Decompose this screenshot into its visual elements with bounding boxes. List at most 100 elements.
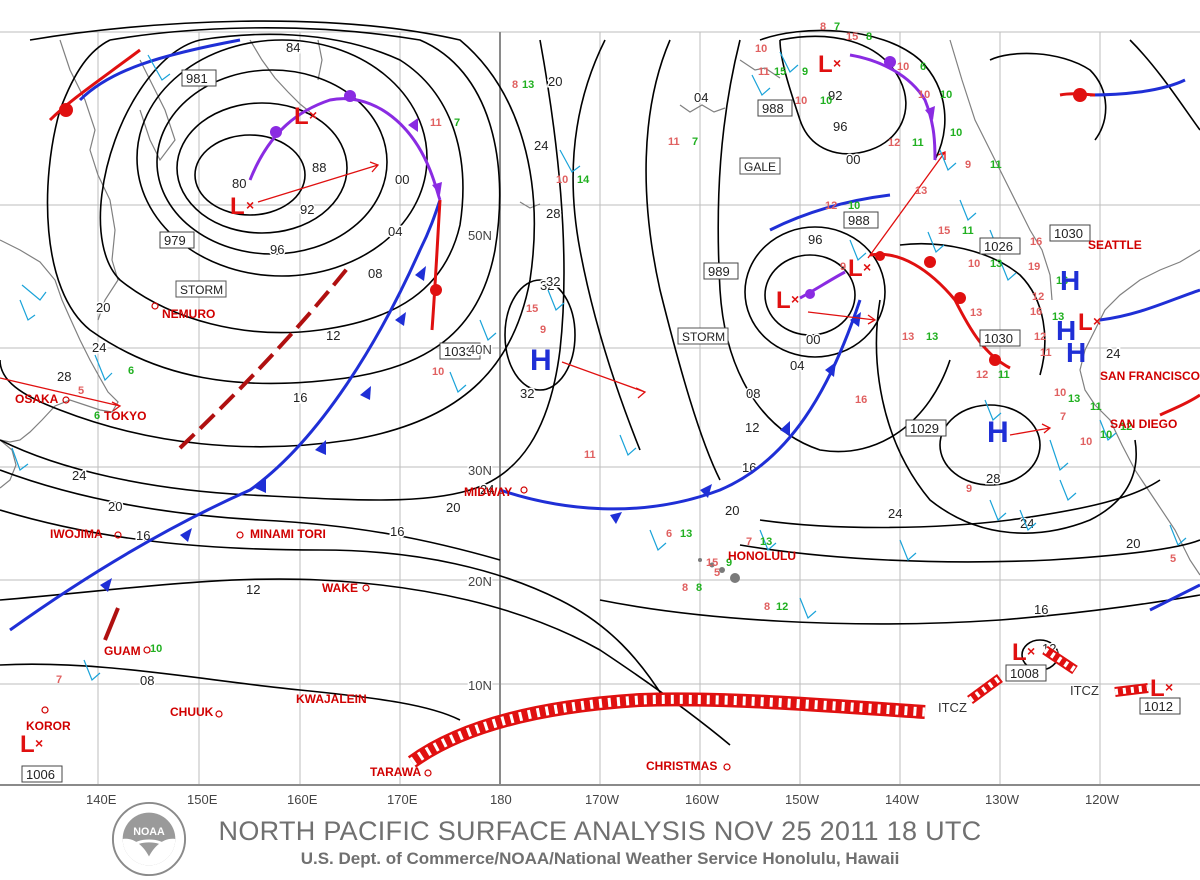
storm-motion-arrows bbox=[0, 151, 1052, 436]
isobar-label: 92 bbox=[828, 88, 842, 103]
svg-text:20N: 20N bbox=[468, 574, 492, 589]
station-markers bbox=[41, 302, 731, 777]
svg-text:7: 7 bbox=[746, 536, 752, 548]
svg-text:9: 9 bbox=[840, 261, 846, 273]
svg-text:L: L bbox=[1012, 639, 1027, 666]
station-san-diego: SAN DIEGO bbox=[1110, 417, 1177, 431]
chart-title: NORTH PACIFIC SURFACE ANALYSIS NOV 25 20… bbox=[218, 816, 982, 846]
svg-text:10: 10 bbox=[820, 95, 832, 107]
gale-warning: GALE bbox=[744, 160, 776, 174]
svg-text:1008: 1008 bbox=[1010, 666, 1039, 681]
svg-text:H: H bbox=[1066, 337, 1086, 368]
svg-text:10N: 10N bbox=[468, 678, 492, 693]
svg-text:13: 13 bbox=[915, 185, 927, 197]
station-seattle: SEATTLE bbox=[1088, 238, 1142, 252]
svg-text:5: 5 bbox=[1170, 553, 1176, 565]
svg-text:L: L bbox=[294, 103, 309, 130]
svg-text:6: 6 bbox=[128, 365, 134, 377]
svg-text:13: 13 bbox=[1068, 393, 1080, 405]
svg-text:16: 16 bbox=[1030, 236, 1042, 248]
isobar-label: 20 bbox=[725, 503, 739, 518]
svg-text:12: 12 bbox=[888, 137, 900, 149]
isobar-label: 08 bbox=[746, 386, 760, 401]
isobar-label: 24 bbox=[92, 340, 106, 355]
svg-text:13: 13 bbox=[760, 536, 772, 548]
cold-fronts bbox=[9, 38, 1200, 632]
svg-text:1033: 1033 bbox=[444, 344, 473, 359]
station-midway: MIDWAY bbox=[464, 485, 512, 499]
svg-text:H: H bbox=[1060, 265, 1080, 296]
svg-text:140W: 140W bbox=[885, 792, 920, 807]
isobar-label: 24 bbox=[480, 482, 494, 497]
svg-text:6: 6 bbox=[94, 410, 100, 422]
isobar-label: 96 bbox=[270, 242, 284, 257]
svg-text:11: 11 bbox=[912, 137, 924, 149]
pressure-centers: L × 979 L × 981 L × 988 L × 988 L × 989 bbox=[20, 51, 1181, 783]
svg-text:10: 10 bbox=[755, 43, 767, 55]
station-tokyo: TOKYO bbox=[104, 409, 146, 423]
trough-line bbox=[103, 607, 120, 641]
svg-text:13: 13 bbox=[680, 528, 692, 540]
svg-text:L: L bbox=[848, 255, 863, 282]
svg-text:160W: 160W bbox=[685, 792, 720, 807]
isobar-label: 04 bbox=[790, 358, 804, 373]
svg-text:16: 16 bbox=[855, 394, 867, 406]
svg-text:12: 12 bbox=[976, 369, 988, 381]
isobar-label: 96 bbox=[833, 119, 847, 134]
isobar-label: 32 bbox=[520, 386, 534, 401]
svg-text:10: 10 bbox=[897, 61, 909, 73]
svg-text:11: 11 bbox=[758, 66, 770, 78]
svg-text:170W: 170W bbox=[585, 792, 620, 807]
low-pressure-center: L × 988 bbox=[776, 211, 879, 314]
isobar-label: 16 bbox=[136, 528, 150, 543]
noaa-logo-text: NOAA bbox=[133, 826, 165, 838]
isobar-label: 92 bbox=[300, 202, 314, 217]
svg-text:170E: 170E bbox=[387, 792, 418, 807]
svg-text:9: 9 bbox=[802, 66, 808, 78]
svg-text:10: 10 bbox=[795, 95, 807, 107]
svg-text:10: 10 bbox=[1080, 436, 1092, 448]
svg-text:×: × bbox=[791, 291, 799, 307]
isobar-label: 24 bbox=[1106, 346, 1120, 361]
station-minami-tori: MINAMI TORI bbox=[250, 527, 326, 541]
svg-text:L: L bbox=[230, 193, 245, 220]
svg-text:13: 13 bbox=[1052, 311, 1064, 323]
svg-text:1029: 1029 bbox=[910, 421, 939, 436]
isobar-label: 28 bbox=[546, 206, 560, 221]
station-honolulu: HONOLULU bbox=[728, 549, 796, 563]
svg-text:150W: 150W bbox=[785, 792, 820, 807]
isobar-label: 24 bbox=[888, 506, 902, 521]
graticule bbox=[0, 31, 1200, 786]
svg-text:988: 988 bbox=[762, 101, 784, 116]
svg-text:8: 8 bbox=[764, 601, 770, 613]
svg-text:12: 12 bbox=[1120, 421, 1132, 433]
svg-text:×: × bbox=[1093, 313, 1101, 329]
low-pressure-center: L × 989 bbox=[703, 255, 871, 282]
high-pressure-center: H 1030 bbox=[1049, 224, 1091, 368]
isobars bbox=[0, 20, 1200, 746]
isobar-label: 20 bbox=[548, 74, 562, 89]
station-christmas: CHRISTMAS bbox=[646, 759, 717, 773]
svg-text:×: × bbox=[1027, 643, 1035, 659]
high-pressure-center: H 1029 bbox=[905, 416, 1009, 449]
svg-text:6: 6 bbox=[666, 528, 672, 540]
latitude-labels: 50N 40N 30N 20N 10N bbox=[467, 227, 494, 695]
svg-text:L: L bbox=[818, 51, 833, 78]
storm-warning: STORM bbox=[682, 330, 725, 344]
svg-text:1030: 1030 bbox=[984, 331, 1013, 346]
svg-text:H: H bbox=[530, 344, 552, 377]
isobar-label: 20 bbox=[96, 300, 110, 315]
svg-text:15: 15 bbox=[938, 225, 950, 237]
svg-text:13: 13 bbox=[970, 307, 982, 319]
svg-text:7: 7 bbox=[454, 117, 460, 129]
svg-text:160E: 160E bbox=[287, 792, 318, 807]
svg-text:30N: 30N bbox=[468, 463, 492, 478]
svg-text:×: × bbox=[1165, 679, 1173, 695]
svg-text:12: 12 bbox=[1032, 291, 1044, 303]
svg-text:8: 8 bbox=[820, 21, 826, 33]
svg-text:7: 7 bbox=[692, 136, 698, 148]
station-osaka: OSAKA bbox=[15, 392, 59, 406]
svg-text:10: 10 bbox=[848, 200, 860, 212]
svg-text:13: 13 bbox=[902, 331, 914, 343]
station-nemuro: NEMURO bbox=[162, 307, 215, 321]
